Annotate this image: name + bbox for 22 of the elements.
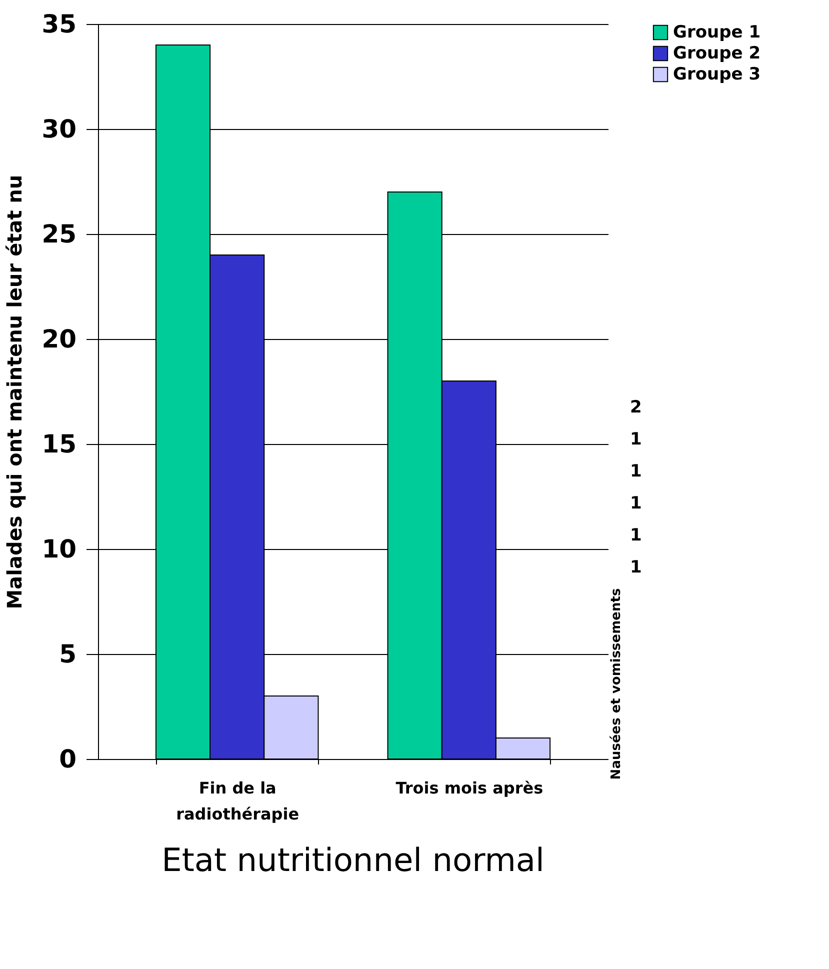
text: Nausées et vomissements <box>609 588 624 780</box>
y-tick-label: 5 <box>59 640 76 668</box>
legend-label: Groupe 1 <box>673 22 761 42</box>
x-tick-label: Fin de la radiothérapie <box>176 778 300 824</box>
text: 1 <box>630 461 642 482</box>
legend-label: Groupe 3 <box>673 64 761 84</box>
text: Etat nutritionnel normal <box>162 841 544 879</box>
legend-label: Groupe 2 <box>673 44 761 64</box>
text: 1 <box>630 493 642 514</box>
y-tick-label: 25 <box>42 220 76 248</box>
x-tick-label: Trois mois après <box>396 778 544 798</box>
y-tick-label: 10 <box>42 534 76 564</box>
y-tick-label: 30 <box>42 114 76 144</box>
text: 1 <box>630 429 642 450</box>
y-tick-label: 0 <box>59 744 76 774</box>
text: 1 <box>630 557 642 578</box>
y-tick-label: 20 <box>42 324 76 354</box>
text: 2 <box>630 397 642 418</box>
text: 1 <box>630 525 642 546</box>
y-tick-label: 35 <box>42 10 76 38</box>
y-axis-title: Malades qui ont maintenu leur état nu <box>2 174 27 610</box>
y-tick-label: 15 <box>42 430 76 458</box>
